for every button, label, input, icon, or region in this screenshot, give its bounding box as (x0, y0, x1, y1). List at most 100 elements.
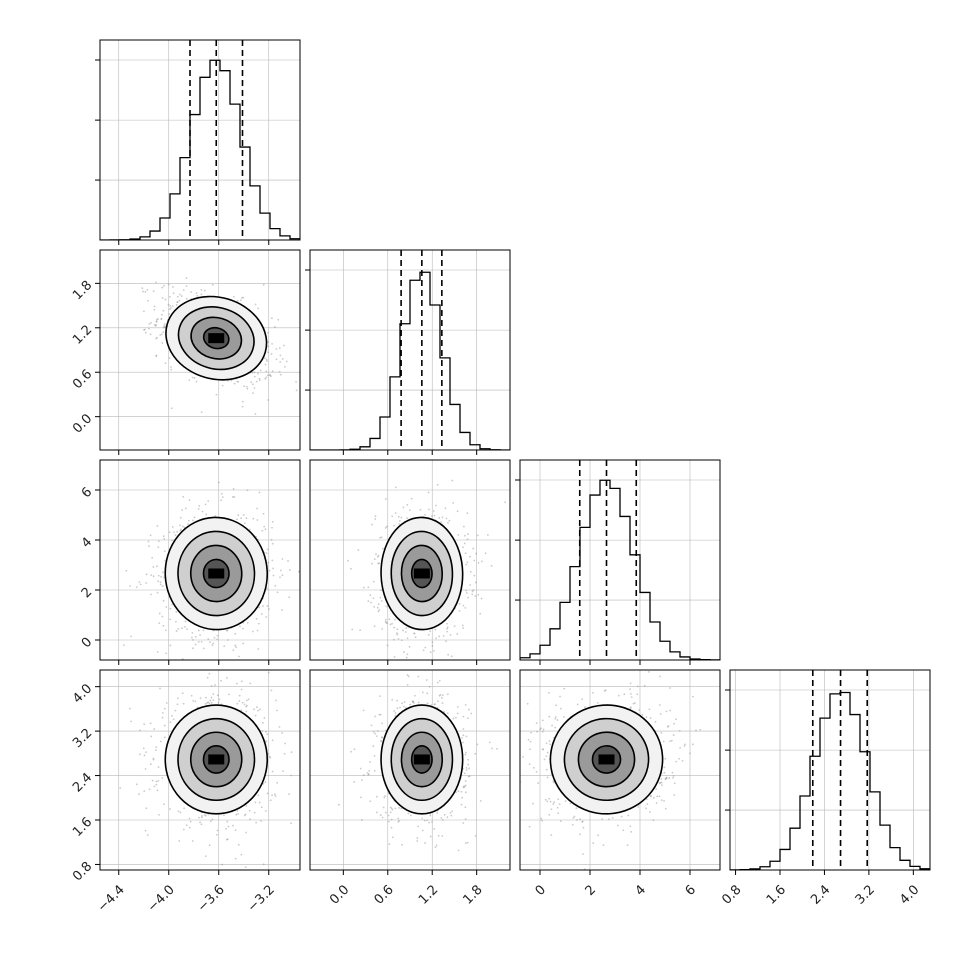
scatter-point (416, 837, 419, 839)
scatter-point (433, 703, 436, 706)
scatter-point (251, 371, 254, 374)
scatter-point (465, 592, 468, 594)
scatter-point (173, 531, 175, 534)
scatter-point (452, 717, 455, 720)
scatter-point (465, 769, 468, 771)
scatter-point (462, 525, 465, 528)
scatter-point (251, 383, 254, 386)
scatter-point (125, 569, 128, 572)
scatter-point (239, 625, 241, 628)
scatter-point (172, 292, 175, 295)
scatter-point (464, 784, 467, 787)
scatter-point (472, 547, 475, 550)
scatter-point (360, 819, 363, 821)
scatter-point (373, 769, 376, 772)
scatter-point (170, 407, 173, 410)
scatter-point (225, 838, 228, 841)
scatter-point (122, 644, 125, 647)
scatter-point (172, 718, 175, 721)
scatter-point (446, 627, 448, 630)
scatter-point (388, 820, 390, 823)
scatter-point (449, 633, 452, 636)
scatter-point (182, 495, 185, 498)
scatter-point (151, 779, 154, 782)
scatter-point (472, 589, 475, 592)
scatter-point (210, 701, 213, 704)
scatter-point (396, 707, 399, 710)
scatter-point (194, 635, 197, 638)
scatter-point (374, 515, 377, 518)
scatter-point (221, 863, 224, 866)
scatter-point (376, 730, 379, 732)
scatter-point (464, 780, 467, 782)
scatter-point (295, 380, 297, 383)
scatter-point (138, 581, 141, 583)
scatter-point (177, 810, 180, 813)
scatter-point (234, 644, 237, 647)
scatter-point (170, 368, 173, 371)
scatter-point (255, 380, 258, 383)
scatter-point (244, 522, 246, 525)
scatter-point (456, 633, 459, 635)
scatter-point (188, 499, 191, 502)
scatter-point (163, 736, 166, 739)
scatter-point (377, 562, 380, 565)
scatter-point (441, 835, 444, 837)
scatter-point (149, 722, 152, 725)
scatter-point (646, 803, 649, 806)
scatter-point (144, 829, 147, 832)
scatter-point (240, 517, 243, 520)
panel-frame (99, 39, 301, 241)
scatter-point (284, 365, 286, 368)
scatter-point (160, 318, 163, 320)
scatter-point (160, 318, 163, 320)
scatter-point (391, 698, 394, 701)
scatter-point (372, 745, 375, 748)
scatter-point (200, 816, 203, 819)
scatter-point (380, 600, 383, 602)
scatter-point (433, 703, 436, 705)
scatter-point (197, 508, 200, 510)
scatter-point (469, 570, 472, 573)
scatter-point (155, 749, 157, 752)
scatter-point (460, 790, 463, 793)
scatter-point (382, 806, 385, 809)
scatter-point (202, 629, 205, 632)
scatter-point (260, 806, 263, 809)
tick-label-x-0-0: −4.4 (95, 882, 128, 915)
scatter-point (155, 746, 158, 749)
scatter-point (128, 707, 131, 710)
scatter-point (215, 393, 218, 396)
scatter-point (367, 600, 370, 603)
scatter-point (168, 308, 171, 311)
scatter-point (271, 794, 273, 797)
scatter-point (267, 341, 270, 343)
scatter-point (430, 515, 433, 517)
scatter-point (436, 483, 439, 486)
scatter-point (474, 752, 477, 755)
scatter-point (412, 701, 414, 703)
scatter-point (237, 843, 240, 846)
scatter-point (142, 747, 145, 750)
scatter-point (263, 717, 266, 719)
scatter-point (393, 656, 396, 658)
scatter-point (180, 295, 183, 297)
scatter-point (406, 517, 409, 520)
scatter-point (474, 581, 477, 584)
scatter-point (302, 371, 304, 373)
scatter-point (269, 374, 272, 376)
scatter-point (378, 609, 381, 611)
scatter-point (347, 559, 349, 562)
scatter-point (184, 625, 186, 628)
scatter-point (243, 385, 246, 388)
scatter-point (659, 675, 661, 678)
scatter-point (536, 730, 538, 733)
scatter-point (276, 781, 279, 784)
scatter-point (243, 703, 246, 706)
scatter-point (393, 710, 396, 712)
scatter-point (153, 728, 156, 730)
scatter-point (446, 622, 448, 625)
scatter-point (258, 606, 261, 609)
scatter-point (481, 560, 483, 563)
scatter-point (156, 789, 159, 792)
